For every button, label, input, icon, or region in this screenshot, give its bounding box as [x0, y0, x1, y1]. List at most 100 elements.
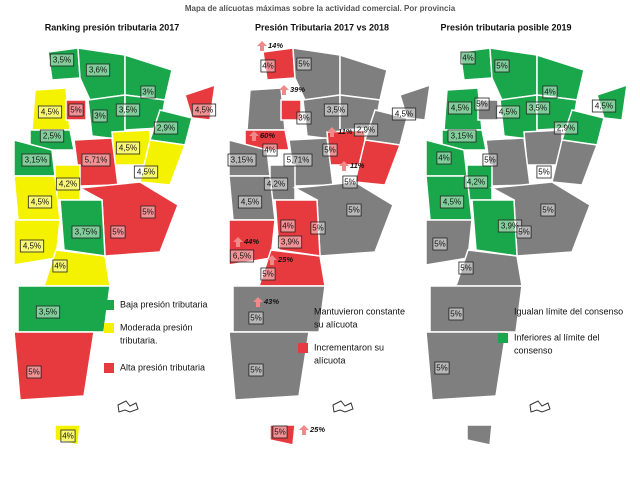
province-label: 4,5% — [137, 168, 155, 177]
province — [489, 47, 538, 101]
province — [246, 87, 286, 131]
province-label: 3% — [94, 112, 106, 121]
label-box — [227, 153, 257, 167]
province-label: 4% — [282, 222, 294, 231]
province-label: 4% — [54, 262, 66, 271]
legend-label: tributaria. — [120, 335, 158, 345]
province-label: 5% — [496, 62, 508, 71]
label-box — [26, 365, 42, 379]
province — [425, 331, 507, 401]
province-label: 3,6% — [89, 66, 107, 75]
province — [551, 139, 599, 186]
province-label: 4,5% — [31, 198, 49, 207]
province-label: 4,5% — [395, 110, 413, 119]
province-label: 5% — [348, 206, 360, 215]
label-box — [21, 153, 51, 167]
province-label: 5% — [436, 364, 448, 373]
province-label: 4,2% — [267, 180, 285, 189]
province — [523, 129, 563, 166]
province-label: 5% — [142, 208, 154, 217]
province-label: 4% — [438, 154, 450, 163]
province — [399, 83, 431, 121]
increase-arrow — [257, 41, 267, 51]
province-label: 3,5% — [327, 106, 345, 115]
legend-label: Baja presión tributaria — [120, 299, 208, 309]
province-label: 5% — [476, 100, 488, 109]
label-box — [140, 205, 156, 219]
increase-label: 11% — [338, 127, 353, 136]
legend-swatch — [298, 343, 308, 353]
label-box — [262, 143, 278, 157]
label-box — [536, 165, 552, 179]
province-label: 4% — [544, 88, 556, 97]
province-label: 5% — [298, 60, 310, 69]
province-label: 5% — [262, 270, 274, 279]
province-label: 4,5% — [119, 144, 137, 153]
increase-label: 43% — [263, 297, 279, 306]
label-box — [39, 129, 65, 143]
province — [13, 331, 95, 401]
legend-swatch — [498, 307, 508, 317]
increase-arrow — [327, 127, 337, 137]
label-box — [447, 101, 473, 115]
province — [354, 139, 402, 186]
province-label: 2,5% — [43, 132, 61, 141]
province-label: 5% — [538, 168, 550, 177]
label-box — [55, 177, 81, 191]
province-label: 4% — [462, 54, 474, 63]
province-label: 2,9% — [557, 124, 575, 133]
province-label: 5,71% — [287, 156, 310, 165]
province-label: 6,5% — [233, 252, 251, 261]
province-label: 4,5% — [499, 108, 517, 117]
increase-arrow — [253, 297, 263, 307]
increase-arrow — [267, 255, 277, 265]
label-box — [296, 111, 312, 125]
label-box — [495, 105, 521, 119]
legend-label: Moderada presión — [120, 322, 193, 332]
label-box — [391, 107, 417, 121]
label-box — [296, 57, 312, 71]
label-box — [60, 429, 76, 443]
increase-label: 60% — [260, 131, 275, 140]
increase-arrow — [339, 161, 349, 171]
legend-label: Incrementaron su — [314, 342, 384, 352]
province-label: 4,5% — [41, 108, 59, 117]
province-label: 5% — [344, 178, 356, 187]
province-label: 5% — [484, 156, 496, 165]
label-box — [19, 239, 45, 253]
label-box — [553, 121, 579, 135]
label-box — [27, 195, 53, 209]
province-label: 5% — [250, 314, 262, 323]
map-title: Presión Tributaria 2017 vs 2018 — [255, 22, 389, 32]
label-box — [237, 195, 263, 209]
province — [232, 285, 326, 333]
province-label: 4,5% — [195, 106, 213, 115]
province-label: 4,5% — [23, 242, 41, 251]
map — [228, 47, 431, 446]
increase-arrow — [279, 85, 289, 95]
province-label: 4,2% — [467, 178, 485, 187]
province — [17, 285, 111, 333]
label-box — [277, 235, 303, 249]
increase-label: 14% — [268, 41, 283, 50]
legend-swatch — [104, 363, 114, 373]
province-label: 3,75% — [75, 228, 98, 237]
province — [280, 99, 302, 121]
province-label: 4,5% — [451, 104, 469, 113]
label-box — [35, 305, 61, 319]
label-box — [322, 143, 338, 157]
province-label: 5% — [434, 240, 446, 249]
province-label: 5% — [112, 228, 124, 237]
label-box — [229, 249, 255, 263]
province-label: 4% — [62, 432, 74, 441]
province-label: 5% — [324, 146, 336, 155]
province-label: 4,5% — [443, 198, 461, 207]
label-box — [482, 153, 498, 167]
label-box — [342, 175, 358, 189]
legend-label: Inferiores al límite del — [514, 332, 600, 342]
label-box — [191, 103, 217, 117]
label-box — [310, 221, 326, 235]
province-label: 3% — [142, 88, 154, 97]
label-box — [71, 225, 101, 239]
